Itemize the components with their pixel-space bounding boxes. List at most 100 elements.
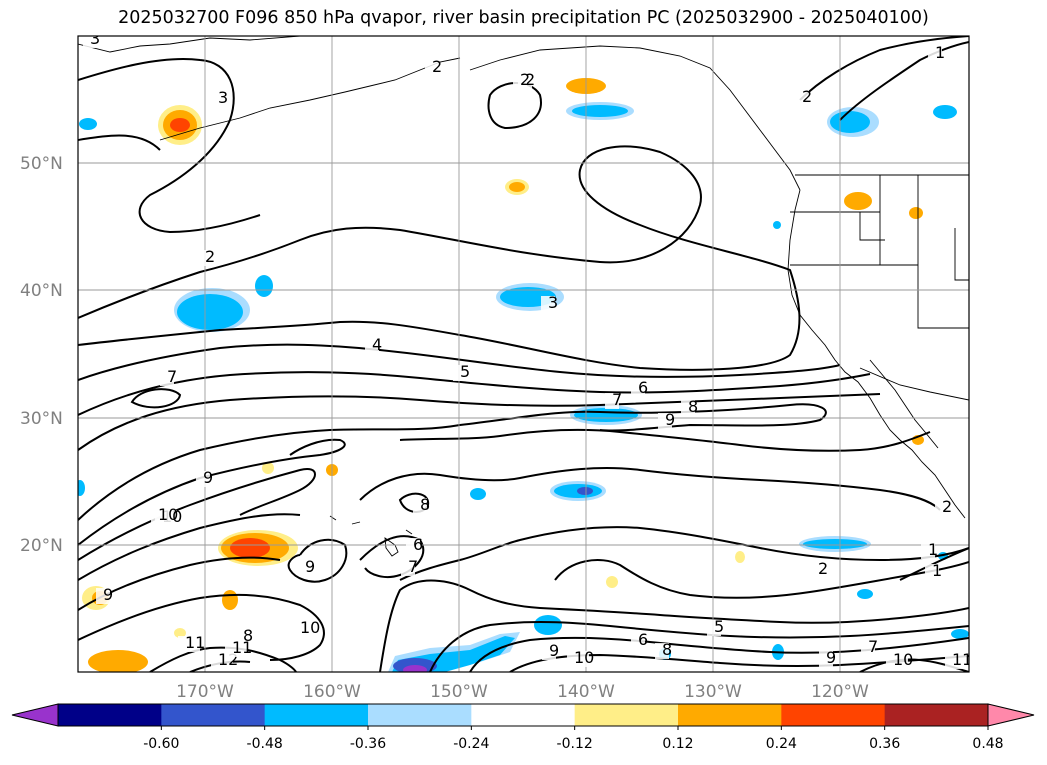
colorbar-bin	[574, 704, 679, 726]
contour-label-bg	[945, 653, 967, 669]
contour-label-bg	[541, 296, 555, 312]
colorbar-bin	[678, 704, 782, 726]
precip-patch	[803, 539, 867, 549]
lon-label: 140°W	[557, 682, 615, 702]
contour-label: 6	[638, 630, 648, 649]
contour-label: 6	[638, 378, 648, 397]
contour-line	[839, 41, 969, 121]
contour-label-bg	[196, 471, 210, 487]
contour-label: 9	[826, 648, 836, 667]
precip-patch	[509, 182, 525, 192]
contour-label: 5	[460, 362, 470, 381]
contour-label: 1	[932, 561, 942, 580]
colorbar-bin	[781, 704, 886, 726]
contour-label: 1	[928, 540, 938, 559]
contour-line	[78, 403, 827, 521]
precip-patch	[403, 665, 427, 672]
contour-label: 7	[408, 557, 418, 576]
contour-label: 11	[232, 638, 252, 657]
colorbar-tick-label: -0.24	[453, 736, 489, 752]
precip-patch	[470, 488, 486, 500]
contour-label: 4	[372, 335, 382, 354]
precip-patch	[577, 487, 593, 495]
precip-patch	[78, 480, 85, 496]
contour-label-bg	[160, 370, 174, 386]
contour-label: 2	[525, 70, 535, 89]
contour-label-bg	[928, 46, 942, 62]
contour-line	[78, 468, 316, 561]
lat-label: 50°N	[20, 154, 63, 174]
contour-line	[429, 621, 969, 672]
contour-label: 9	[203, 468, 213, 487]
border-states	[790, 175, 969, 329]
contour-label: 8	[662, 640, 672, 659]
precip-patch	[170, 118, 190, 132]
north-america-coast	[787, 189, 966, 519]
colorbar-extend-low	[11, 703, 59, 727]
lat-label: 30°N	[20, 409, 63, 429]
precip-patch	[222, 590, 238, 610]
contour-label: 2	[520, 70, 530, 89]
contour-label: 9	[665, 410, 675, 429]
contour-label-group: 3222132213456778991010967891181211109109…	[83, 36, 969, 669]
contour-label-bg	[453, 365, 467, 381]
contour-label: 11	[185, 633, 205, 652]
graticule	[78, 36, 969, 672]
baja-coast	[869, 359, 939, 449]
contour-line	[78, 371, 871, 416]
lat-label: 20°N	[20, 536, 63, 556]
colorbar-bin	[264, 704, 369, 726]
contour-label-bg	[707, 620, 721, 636]
contour-label-bg	[365, 338, 379, 354]
precip-patch	[735, 551, 745, 563]
lon-label: 130°W	[684, 682, 742, 702]
contour-line	[78, 467, 941, 581]
colorbar-tick-label: 0.36	[869, 736, 900, 752]
contour-line	[359, 535, 425, 578]
contour-label: 10	[574, 648, 594, 667]
colorbar: -0.60 -0.48 -0.36 -0.24 -0.12 0.12 0.24 0.36 0.4…	[11, 703, 1035, 752]
contour-label-bg	[211, 91, 225, 107]
longitude-labels: 170°W 160°W 150°W 140°W 130°W 120°W	[176, 682, 869, 702]
colorbar-outline	[57, 703, 989, 727]
colorbar-bin	[471, 704, 576, 726]
border-us-mexico	[859, 367, 969, 401]
precip-patch	[88, 650, 148, 672]
map-frame	[77, 35, 970, 673]
colorbar-bin	[884, 704, 989, 726]
contour-line	[130, 388, 182, 409]
contour-label: 8	[688, 397, 698, 416]
lon-label: 150°W	[430, 682, 488, 702]
map-title: 2025032700 F096 850 hPa qvapor, river ba…	[118, 8, 929, 28]
contour-label: 10	[300, 618, 320, 637]
qvapor-contours	[78, 36, 969, 672]
contour-label-bg	[631, 633, 645, 649]
contour-label-bg	[795, 90, 809, 106]
lat-label: 40°N	[20, 281, 63, 301]
contour-label-bg	[819, 651, 833, 667]
lon-label: 160°W	[303, 682, 361, 702]
contour-label: 2	[205, 247, 215, 266]
colorbar-tick-label: -0.36	[350, 736, 386, 752]
contour-label: 7	[868, 637, 878, 656]
contour-label-bg	[605, 393, 619, 409]
contour-label-bg	[198, 250, 212, 266]
precip-patch	[262, 462, 274, 474]
precip-patch	[844, 192, 872, 210]
contour-label-bg	[811, 562, 825, 578]
contour-label-bg	[886, 653, 908, 669]
contour-line	[469, 636, 969, 672]
precip-patch	[909, 207, 923, 219]
contour-label-bg	[658, 413, 672, 429]
contour-label: 2	[802, 87, 812, 106]
precip-patch	[606, 576, 618, 588]
contour-label: 7	[167, 367, 177, 386]
contour-line	[78, 145, 801, 371]
precip-patch	[951, 629, 969, 639]
colorbar-tick-label: 0.48	[972, 736, 1003, 752]
contour-label-bg	[861, 640, 875, 656]
contour-line	[78, 593, 325, 661]
contour-line	[398, 492, 430, 513]
contour-label-bg	[225, 641, 247, 657]
contour-label: 10	[893, 650, 913, 669]
